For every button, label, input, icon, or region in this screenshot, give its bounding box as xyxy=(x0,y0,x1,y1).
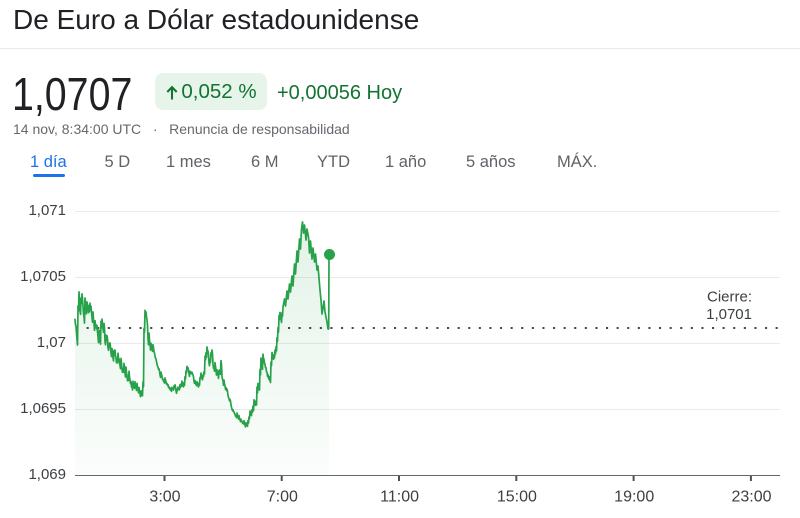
svg-text:15:00: 15:00 xyxy=(497,489,537,506)
svg-text:1,0695: 1,0695 xyxy=(20,400,66,417)
svg-text:1,07: 1,07 xyxy=(37,334,66,351)
svg-text:11:00: 11:00 xyxy=(380,489,419,506)
svg-text:Cierre:: Cierre: xyxy=(707,289,752,306)
svg-text:7:00: 7:00 xyxy=(267,489,298,506)
svg-text:1,069: 1,069 xyxy=(28,466,66,483)
svg-text:19:00: 19:00 xyxy=(614,489,654,506)
svg-text:23:00: 23:00 xyxy=(731,489,771,506)
svg-text:1,0705: 1,0705 xyxy=(20,268,66,285)
svg-text:1,071: 1,071 xyxy=(28,202,66,219)
svg-text:3:00: 3:00 xyxy=(149,489,180,506)
svg-text:1,0701: 1,0701 xyxy=(706,306,752,323)
